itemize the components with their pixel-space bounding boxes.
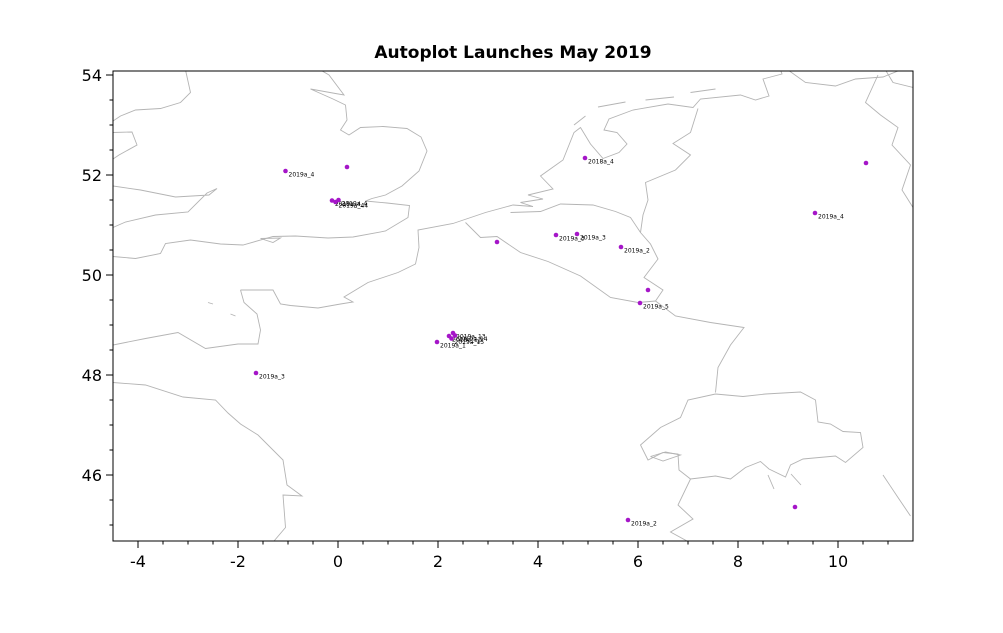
coastline-path — [639, 391, 864, 480]
coastline-path — [510, 203, 664, 302]
data-point-label: 2019a_3 — [559, 236, 585, 243]
chart-title: Autoplot Launches May 2019 — [374, 43, 651, 63]
coastline-path — [230, 313, 236, 317]
x-tick-label: 6 — [633, 552, 643, 571]
data-point — [434, 339, 440, 345]
data-point-label: 2018a_4 — [588, 159, 614, 166]
data-point — [582, 155, 588, 161]
coastline-path — [882, 474, 911, 517]
data-point-label: 2019a_12 — [452, 337, 482, 344]
data-point-label: 2019a_2 — [631, 521, 657, 528]
x-tick-label: -2 — [230, 552, 246, 571]
coastline-path — [260, 237, 283, 243]
data-point — [329, 198, 335, 203]
data-point — [812, 210, 818, 216]
data-point — [494, 239, 500, 245]
data-point-label: 2019a_4 — [342, 201, 368, 208]
x-tick-label: -4 — [130, 552, 146, 571]
x-tick-label: 2 — [433, 552, 443, 571]
coastline-path — [690, 88, 716, 93]
coastline-path — [864, 74, 913, 208]
x-tick-label: 8 — [733, 552, 743, 571]
x-tick-label: 0 — [333, 552, 343, 571]
y-tick-label: 50 — [82, 266, 102, 285]
data-point — [792, 504, 798, 510]
coastline-path — [885, 71, 913, 88]
coastline-path — [597, 101, 626, 108]
coastline-path — [465, 222, 745, 393]
data-point — [618, 244, 624, 250]
data-point — [625, 517, 631, 523]
coastline-path — [113, 71, 191, 122]
coastline-path — [767, 474, 775, 490]
coastline-path — [788, 71, 899, 87]
data-point — [863, 160, 869, 166]
data-point — [637, 300, 643, 306]
data-point-label: 2019a_3 — [259, 374, 285, 381]
coastline-path — [207, 302, 214, 305]
data-point-label: 2019a_1 — [440, 343, 466, 350]
data-point-label: 2019a_44 — [339, 203, 369, 210]
map-outline — [113, 71, 913, 541]
coastline-path — [113, 131, 138, 160]
coastline-path — [573, 115, 586, 126]
y-tick-label: 54 — [82, 66, 102, 85]
y-tick-label: 46 — [82, 466, 102, 485]
coastline-path — [640, 108, 699, 233]
coastline-path — [650, 451, 683, 462]
data-point-label: 2019a_3 — [580, 235, 606, 242]
data-point — [574, 231, 580, 237]
coastline-path — [240, 71, 783, 309]
data-point — [253, 370, 259, 376]
coastline-path — [113, 289, 261, 349]
data-point-label: 2019a_2 — [624, 248, 650, 255]
data-point-label: 2019a_4 — [289, 172, 315, 179]
y-tick-label: 48 — [82, 366, 102, 385]
data-point-label: 2019a_15 — [455, 339, 485, 346]
data-point-label: 2019a_14 — [458, 336, 488, 343]
data-point — [283, 168, 288, 174]
coastline-path — [113, 71, 428, 259]
x-tick-label: 4 — [533, 552, 543, 571]
data-point — [452, 333, 458, 338]
coastline-path — [669, 478, 694, 541]
coastline-path — [113, 185, 218, 228]
data-point — [645, 287, 651, 293]
coastline-path — [113, 382, 304, 541]
data-point-label: 2019a_5 — [643, 304, 669, 311]
data-point — [553, 232, 559, 238]
y-tick-label: 52 — [82, 166, 102, 185]
x-tick-label: 10 — [828, 552, 848, 571]
data-point-label: 2019a_13 — [456, 334, 486, 341]
coastline-path — [645, 96, 675, 101]
data-point — [449, 336, 454, 341]
data-point — [344, 164, 350, 170]
data-points: 2019a_42019a_42019a_442019a_42018a_42019… — [253, 155, 869, 528]
data-point-label: 2019a_4 — [335, 201, 361, 208]
coastline-path — [790, 473, 802, 486]
plot-frame — [112, 70, 914, 542]
data-point-label: 2019a_4 — [818, 214, 844, 221]
data-point — [336, 197, 341, 203]
